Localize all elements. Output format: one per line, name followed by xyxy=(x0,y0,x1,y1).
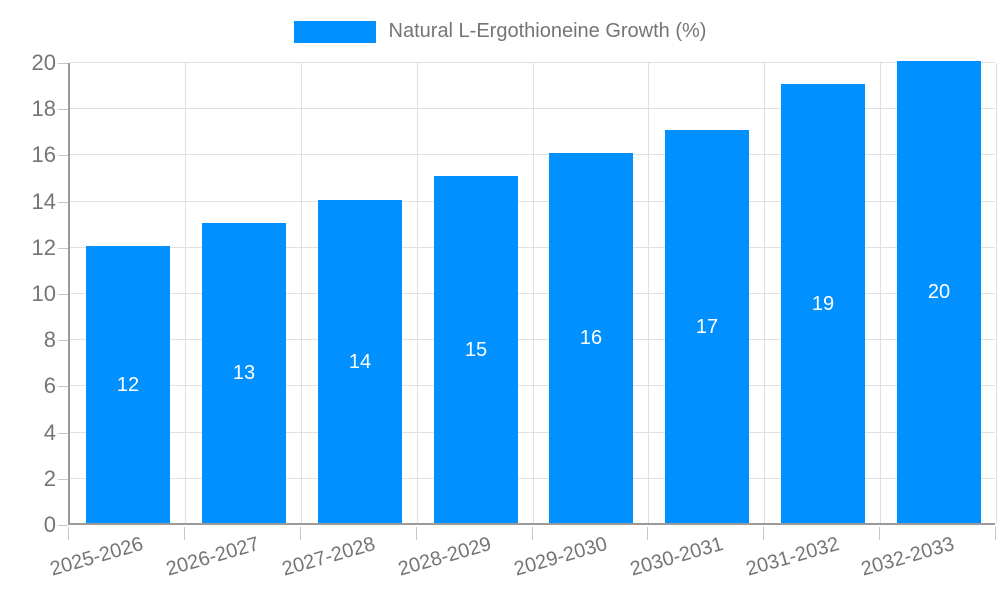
x-tick-mark-1 xyxy=(183,527,185,540)
bar-2026-2027[interactable]: 13 xyxy=(202,223,286,523)
y-tick-label-12: 12 xyxy=(31,234,56,260)
v-gridline-4 xyxy=(532,63,534,523)
x-tick-mark-3 xyxy=(415,527,417,540)
y-tick-label-14: 14 xyxy=(31,188,56,214)
x-tick-label-2028-2029: 2028-2029 xyxy=(395,533,494,581)
x-tick-label-2025-2026: 2025-2026 xyxy=(47,533,147,581)
y-tick-mark-20 xyxy=(58,63,68,64)
y-tick-mark-16 xyxy=(58,155,68,157)
bar-2030-2031[interactable]: 17 xyxy=(665,130,749,523)
y-tick-label-10: 10 xyxy=(31,281,56,306)
v-gridline-2 xyxy=(300,63,302,523)
y-tick-mark-18 xyxy=(58,109,68,111)
y-tick-label-18: 18 xyxy=(31,96,56,122)
y-tick-mark-6 xyxy=(58,386,68,388)
y-tick-mark-2 xyxy=(58,478,68,480)
x-tick-label-2032-2033: 2032-2033 xyxy=(859,533,958,581)
x-tick-label-2031-2032: 2031-2032 xyxy=(743,533,842,581)
bar-2028-2029[interactable]: 15 xyxy=(434,176,518,523)
v-gridline-3 xyxy=(416,63,418,523)
v-gridline-1 xyxy=(184,63,186,523)
x-tick-label-2029-2030: 2029-2030 xyxy=(511,533,610,581)
bar-2032-2033[interactable]: 20 xyxy=(897,61,981,523)
y-tick-label-20: 20 xyxy=(31,50,56,75)
plot-area: 12 13 14 15 16 17 19 20 xyxy=(68,61,997,525)
x-tick-mark-2 xyxy=(299,527,301,540)
bar-value-label: 14 xyxy=(348,350,372,373)
x-tick-mark-6 xyxy=(763,527,765,540)
x-tick-mark-0 xyxy=(68,527,69,540)
bar-value-label: 20 xyxy=(927,281,951,303)
y-tick-mark-12 xyxy=(58,247,68,249)
bar-2025-2026[interactable]: 12 xyxy=(86,246,170,523)
bar-value-label: 15 xyxy=(464,338,488,361)
x-tick-label-2027-2028: 2027-2028 xyxy=(279,533,378,581)
legend[interactable]: Natural L-Ergothioneine Growth (%) xyxy=(0,20,1000,43)
v-gridline-6 xyxy=(764,63,766,523)
bar-value-label: 17 xyxy=(695,315,719,338)
x-tick-mark-4 xyxy=(531,527,533,540)
y-tick-mark-10 xyxy=(58,294,68,295)
y-tick-mark-8 xyxy=(58,340,68,342)
y-tick-label-8: 8 xyxy=(43,327,56,353)
v-gridline-8 xyxy=(996,63,997,523)
v-gridline-5 xyxy=(648,63,650,523)
x-tick-label-2030-2031: 2030-2031 xyxy=(627,533,726,581)
x-tick-mark-8 xyxy=(995,527,996,540)
y-tick-mark-14 xyxy=(58,201,68,203)
bar-2027-2028[interactable]: 14 xyxy=(318,200,402,523)
y-tick-label-2: 2 xyxy=(43,465,56,491)
x-tick-mark-7 xyxy=(879,527,881,540)
x-tick-mark-5 xyxy=(647,527,649,540)
y-tick-label-16: 16 xyxy=(31,142,56,168)
y-tick-mark-0 xyxy=(58,525,68,526)
y-tick-mark-4 xyxy=(58,432,68,434)
y-tick-label-4: 4 xyxy=(43,419,56,445)
bar-value-label: 13 xyxy=(232,362,256,384)
bar-value-label: 12 xyxy=(116,373,140,396)
bar-value-label: 16 xyxy=(579,327,603,349)
bar-2031-2032[interactable]: 19 xyxy=(781,84,865,523)
legend-label: Natural L-Ergothioneine Growth (%) xyxy=(388,20,707,42)
h-gridline-20 xyxy=(70,62,995,63)
y-tick-label-6: 6 xyxy=(43,373,56,399)
y-tick-label-0: 0 xyxy=(43,512,56,537)
x-tick-label-2026-2027: 2026-2027 xyxy=(163,533,262,581)
bar-2029-2030[interactable]: 16 xyxy=(549,153,633,523)
legend-swatch xyxy=(293,20,376,43)
v-gridline-7 xyxy=(880,63,882,523)
bar-value-label: 19 xyxy=(811,292,835,315)
